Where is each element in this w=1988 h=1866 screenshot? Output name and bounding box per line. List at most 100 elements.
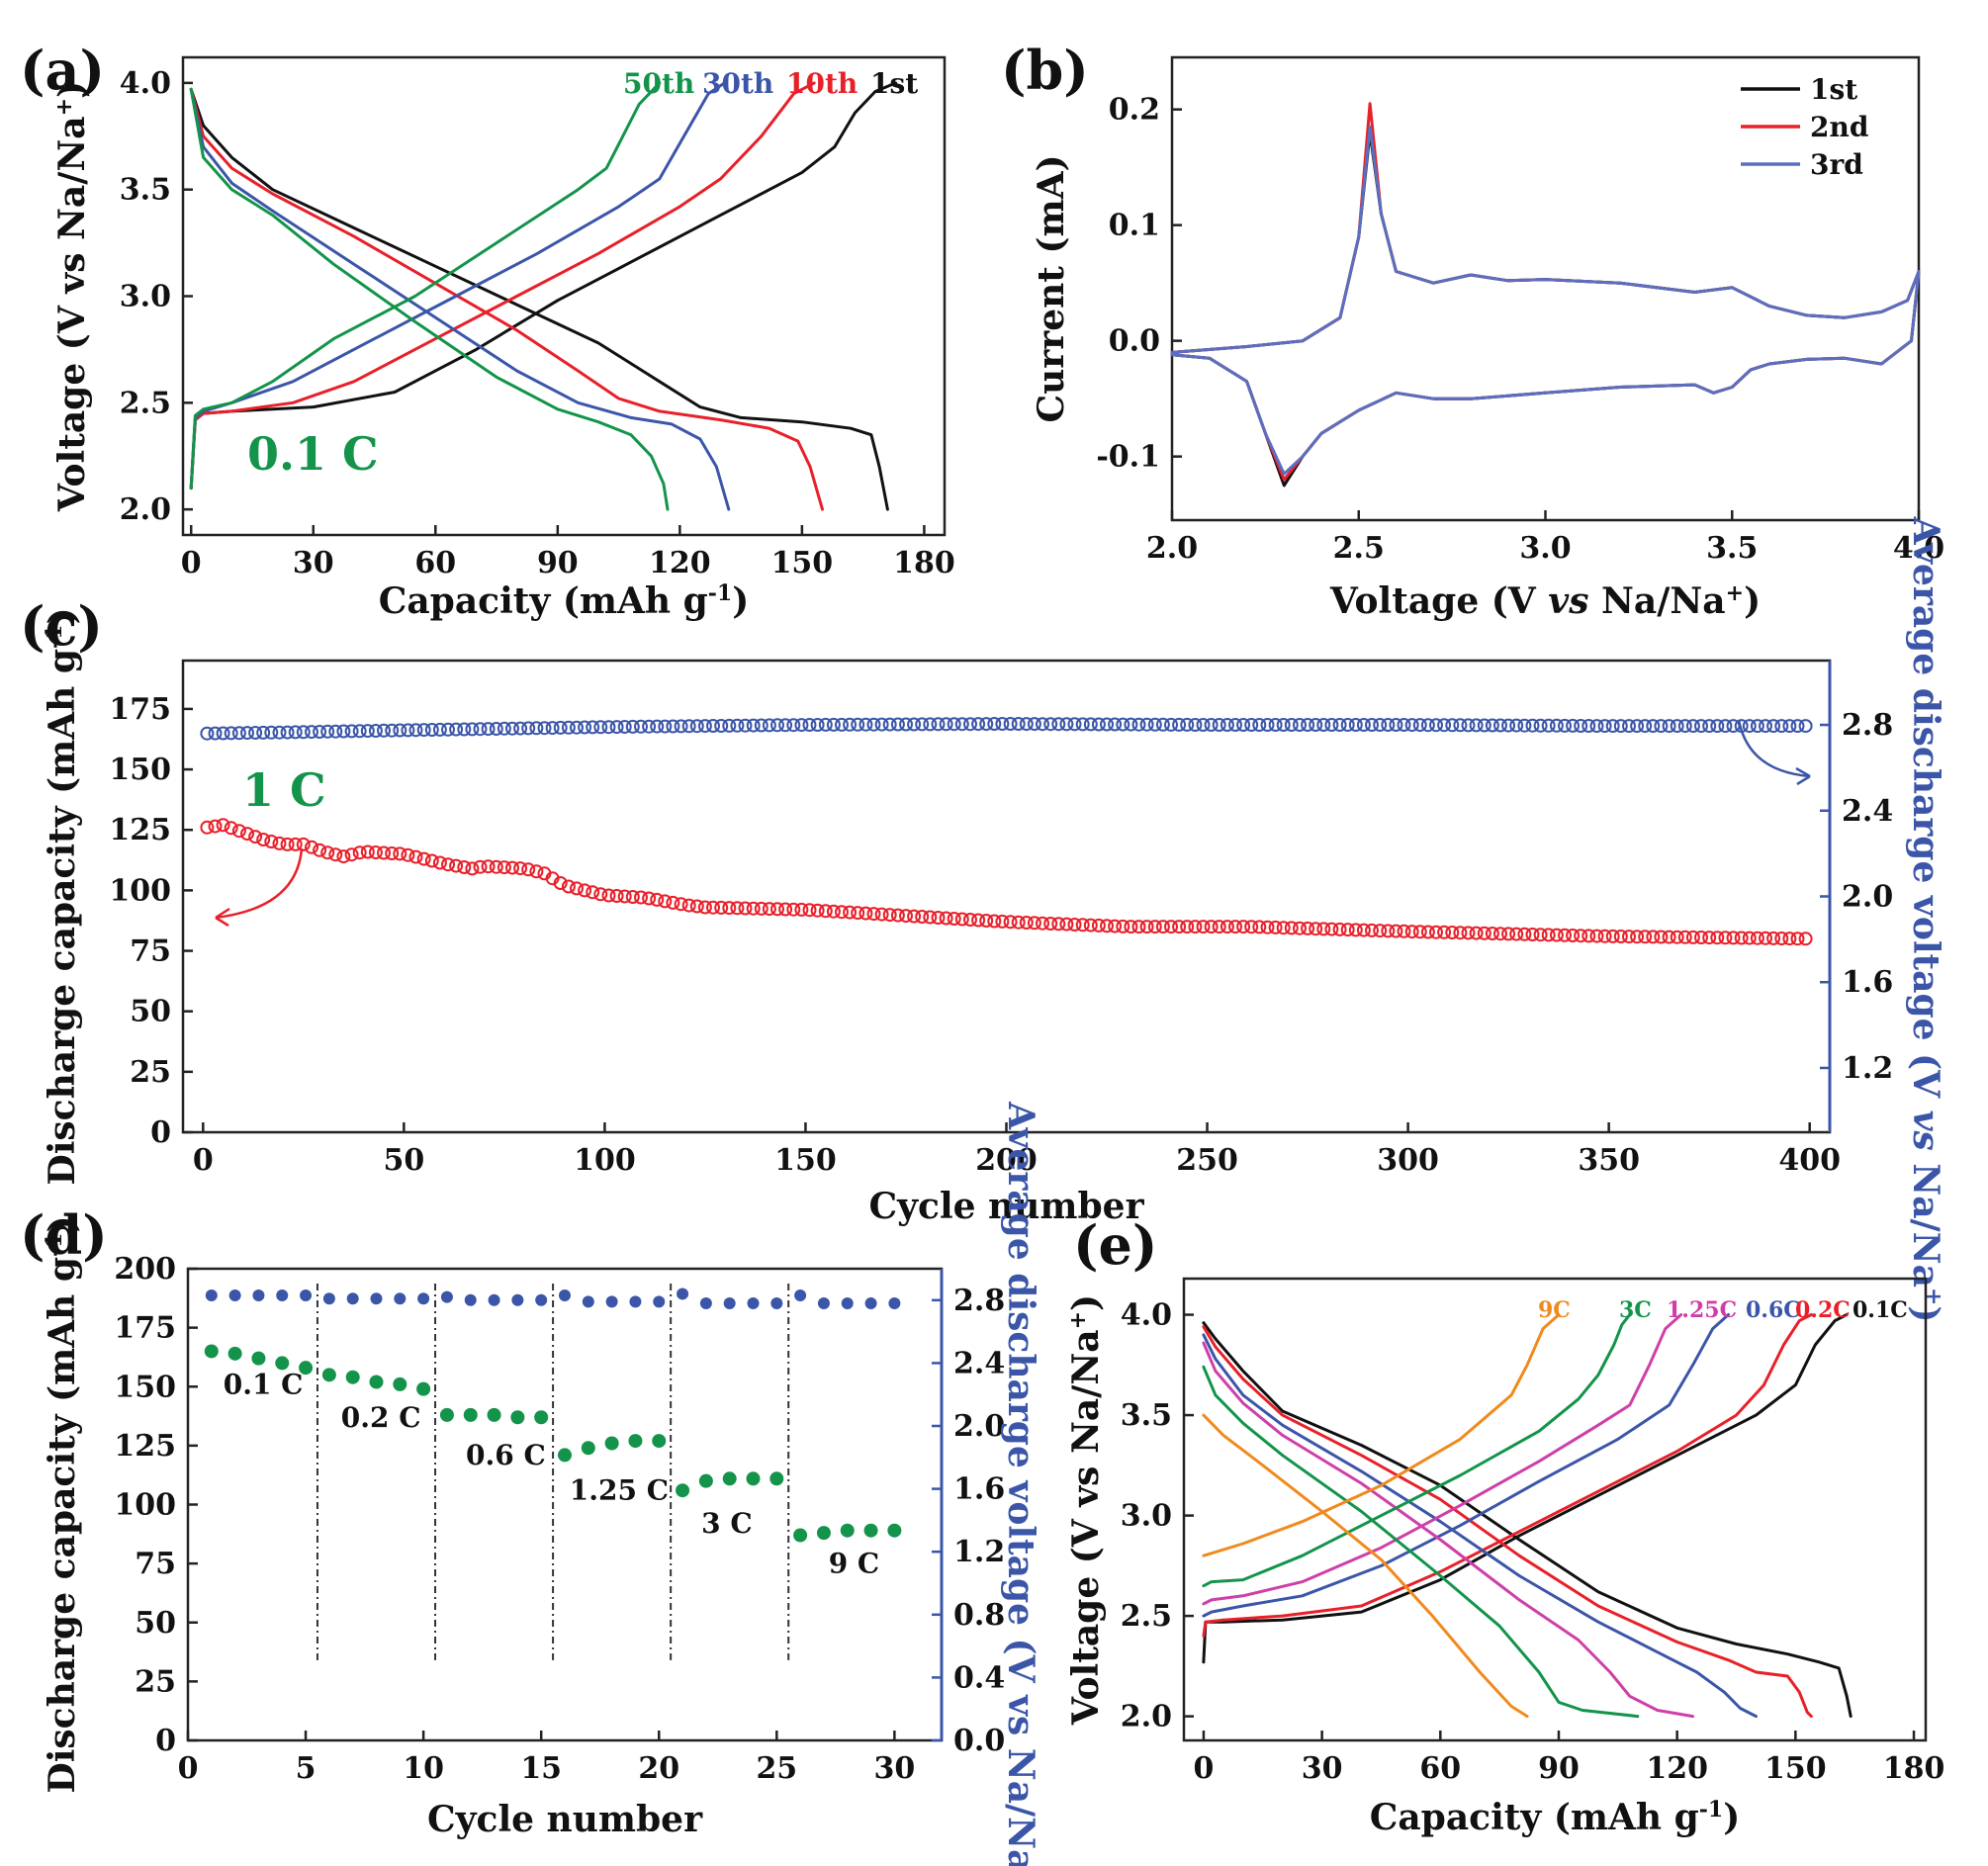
capacity-marker — [963, 913, 977, 927]
x-tick-label-c: 150 — [774, 1143, 837, 1178]
voltage-marker — [296, 725, 311, 740]
panel-label-d: (d) — [20, 1203, 108, 1267]
capacity-marker — [227, 1346, 242, 1361]
capacity-marker — [1774, 932, 1789, 945]
voltage-marker — [1501, 718, 1516, 733]
discharge-curve-10th — [189, 87, 824, 511]
voltage-marker — [1059, 717, 1074, 732]
voltage-marker — [995, 717, 1010, 731]
capacity-marker — [778, 902, 793, 917]
x-tick-label-e: 180 — [1883, 1751, 1945, 1786]
x-tick-label-d: 30 — [874, 1751, 916, 1786]
voltage-marker — [424, 723, 439, 737]
rate-label: 1.25 C — [570, 1474, 669, 1507]
capacity-marker — [802, 903, 817, 918]
capacity-marker — [305, 840, 318, 854]
discharge-curve-1.25C — [1202, 1341, 1695, 1719]
capacity-marker — [321, 1368, 336, 1382]
capacity-marker — [208, 819, 223, 834]
capacity-marker — [1566, 929, 1581, 942]
capacity-marker — [1420, 925, 1435, 939]
capacity-marker — [320, 845, 335, 860]
capacity-marker — [1100, 919, 1114, 933]
y-tick-label-c: 150 — [109, 753, 171, 787]
voltage-marker — [1533, 718, 1548, 733]
capacity-marker — [489, 859, 503, 874]
voltage-marker — [625, 719, 640, 734]
voltage-marker — [778, 718, 793, 733]
voltage-marker — [923, 717, 938, 732]
voltage-marker — [786, 718, 801, 733]
voltage-marker — [370, 1292, 383, 1305]
rate-label: 0.1 C — [224, 1368, 304, 1400]
voltage-marker — [738, 718, 753, 733]
voltage-marker — [535, 1293, 548, 1306]
y-tick-label-a: 2.5 — [120, 386, 171, 420]
voltage-marker — [216, 726, 230, 741]
capacity-marker — [907, 909, 922, 924]
capacity-marker — [1558, 928, 1572, 942]
x-tick-label-a: 60 — [414, 546, 456, 580]
charge-curve-1.25C — [1202, 1313, 1683, 1606]
y-right-tick-label-d: 0.4 — [953, 1660, 1005, 1695]
voltage-marker — [1019, 717, 1034, 732]
voltage-marker — [954, 717, 969, 732]
panel-c-cycling-stability-chart: 0 50 100 150 200 250 300 350 4000255075100125150… — [20, 516, 1946, 1323]
voltage-marker — [208, 726, 223, 741]
capacity-marker — [1581, 929, 1596, 943]
capacity-marker — [578, 883, 592, 898]
panel-label-c: (c) — [20, 594, 103, 658]
legend-label-0.1C: 0.1C — [1852, 1297, 1908, 1323]
capacity-marker — [1766, 931, 1781, 945]
capacity-marker — [818, 904, 833, 919]
x-tick-label-c: 100 — [574, 1143, 636, 1178]
voltage-marker — [1509, 718, 1524, 733]
y-tick-label-b: 0.1 — [1109, 209, 1160, 243]
voltage-marker — [762, 718, 776, 733]
voltage-marker — [1685, 719, 1700, 734]
legend-label-9C: 9C — [1538, 1297, 1571, 1323]
capacity-marker — [561, 879, 576, 894]
voltage-marker — [650, 719, 665, 734]
capacity-marker — [1501, 927, 1516, 941]
capacity-marker — [835, 905, 849, 920]
voltage-marker — [1613, 719, 1628, 734]
plot-frame-d — [186, 1267, 944, 1742]
voltage-marker — [346, 1292, 359, 1305]
capacity-marker — [979, 914, 994, 928]
x-tick-label-d: 0 — [178, 1751, 199, 1786]
discharge-curve-3C — [1202, 1365, 1640, 1719]
capacity-marker — [1236, 920, 1251, 934]
capacity-marker — [666, 895, 680, 910]
x-tick-label-c: 200 — [975, 1143, 1038, 1178]
capacity-marker — [1293, 921, 1307, 935]
capacity-marker — [1147, 920, 1162, 934]
capacity-marker — [264, 835, 279, 848]
voltage-marker — [888, 1296, 901, 1309]
y-right-tick-label-d: 1.6 — [953, 1472, 1005, 1507]
capacity-marker — [1469, 926, 1484, 940]
voltage-marker — [1412, 718, 1427, 733]
voltage-marker — [465, 722, 480, 737]
x-tick-label-a: 0 — [181, 546, 202, 580]
voltage-marker — [1003, 717, 1018, 731]
x-tick-label-d: 5 — [296, 1751, 316, 1786]
capacity-marker — [674, 897, 688, 912]
capacity-marker — [1429, 925, 1443, 939]
voltage-marker — [1541, 718, 1556, 733]
voltage-marker — [677, 1288, 689, 1300]
capacity-marker — [658, 894, 673, 909]
voltage-marker — [1517, 718, 1532, 733]
capacity-marker — [296, 837, 311, 851]
voltage-marker — [1139, 717, 1154, 732]
voltage-marker — [231, 726, 246, 741]
voltage-marker — [963, 717, 977, 732]
capacity-marker — [256, 833, 271, 846]
x-tick-label-c: 300 — [1377, 1143, 1439, 1178]
voltage-marker — [1677, 719, 1692, 734]
voltage-marker — [1293, 718, 1307, 732]
voltage-marker — [1228, 718, 1242, 732]
capacity-marker — [275, 1356, 290, 1371]
capacity-marker — [377, 845, 391, 860]
voltage-marker — [714, 719, 729, 733]
